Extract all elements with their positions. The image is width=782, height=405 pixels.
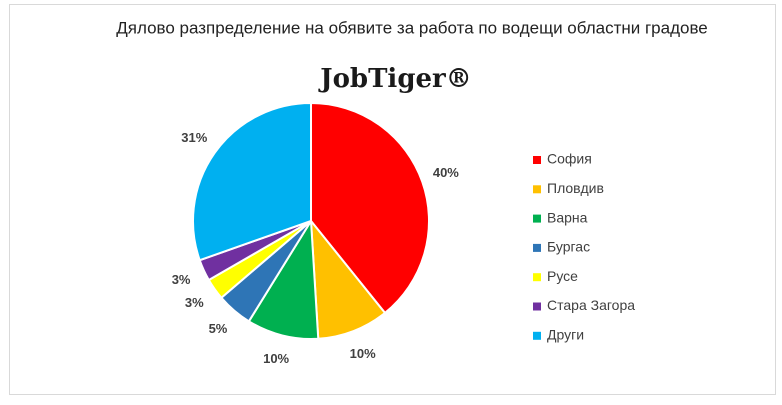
pie-slice [309, 217, 387, 340]
legend-label: Бургас [547, 239, 590, 255]
legend-label: Други [547, 327, 584, 343]
logo: JobTiger® [318, 64, 471, 94]
data-label: 10% [350, 346, 376, 361]
data-label: 31% [181, 130, 207, 145]
legend-swatch [533, 302, 541, 311]
legend-swatch [533, 214, 541, 223]
legend-swatch [533, 331, 541, 340]
pie-slice [192, 101, 312, 262]
data-label: 3% [172, 272, 191, 287]
legend-label: Русе [547, 268, 578, 284]
data-label: 5% [209, 321, 228, 336]
legend-swatch [533, 243, 541, 252]
pie-slice [247, 217, 320, 340]
data-label: 10% [263, 351, 289, 366]
legend-swatch [533, 273, 541, 282]
pie-slice [310, 101, 430, 315]
data-label: 3% [185, 295, 204, 310]
legend-label: Варна [547, 209, 588, 225]
legend-label: Стара Загора [547, 297, 635, 313]
legend-label: Пловдив [547, 180, 604, 196]
legend-swatch [533, 156, 541, 164]
legend-swatch [533, 185, 541, 194]
legend-label: София [547, 151, 592, 167]
chart-title: Дялово разпределение на обявите за работ… [116, 18, 708, 37]
data-label: 40% [433, 165, 459, 180]
